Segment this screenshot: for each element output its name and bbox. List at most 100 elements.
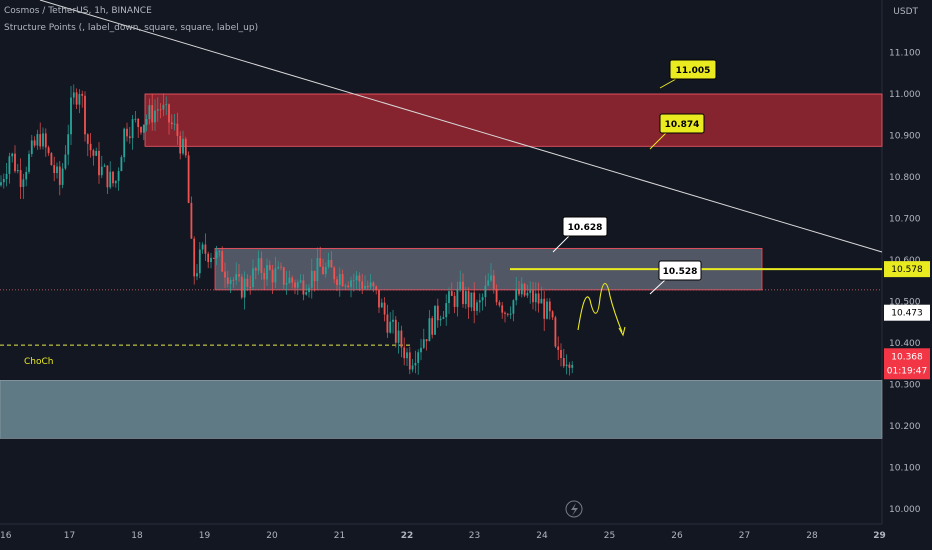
candle-body	[28, 154, 30, 172]
candle-body	[305, 292, 308, 295]
y-tick-label: 10.100	[889, 464, 921, 474]
candle-body	[266, 265, 268, 280]
candle-body	[526, 292, 529, 296]
candle-body	[557, 346, 560, 350]
candle-body	[142, 124, 145, 133]
candle-body	[529, 290, 532, 293]
candle-body	[310, 270, 313, 288]
current-price-text: 10.368	[891, 352, 923, 362]
candle-body	[252, 268, 254, 287]
indicator-title: Structure Points (, label_down, square, …	[4, 23, 259, 33]
candle-body	[414, 362, 417, 366]
candle-body	[420, 347, 422, 353]
candle-body	[109, 171, 112, 188]
candle-body	[19, 170, 22, 187]
candle-body	[81, 94, 84, 96]
candle-body	[520, 283, 523, 295]
candle-body	[33, 140, 36, 146]
candle-body	[131, 119, 134, 139]
candle-body	[58, 166, 61, 185]
candle-body	[347, 285, 350, 288]
candle-body	[64, 154, 67, 169]
candle-body	[296, 282, 299, 288]
candle-body	[106, 165, 109, 188]
candle-body	[70, 97, 72, 135]
candle-body	[176, 123, 179, 136]
x-tick-label: 27	[739, 531, 750, 541]
candle-body	[358, 275, 361, 282]
candle-body	[355, 275, 358, 281]
candle-body	[571, 364, 574, 368]
price-label-box	[884, 304, 930, 321]
x-tick-label: 18	[131, 531, 143, 541]
candle-body	[397, 330, 400, 343]
candle-body	[554, 317, 557, 347]
candle-body	[484, 285, 487, 298]
candle-body	[117, 171, 120, 181]
candle-body	[128, 136, 131, 139]
candle-body	[257, 258, 260, 271]
callout-label: 10.874	[665, 120, 700, 130]
y-tick-label: 10.000	[889, 505, 921, 515]
candle-body	[260, 258, 263, 273]
callout-box	[562, 216, 608, 237]
y-tick-label: 10.600	[889, 256, 921, 266]
candle-body	[84, 95, 86, 135]
callout-pointer	[649, 132, 667, 150]
candle-body	[92, 150, 95, 156]
candle-body	[462, 281, 464, 305]
candle-body	[25, 171, 28, 180]
candle-body	[14, 153, 16, 172]
candle-body	[291, 277, 294, 283]
candle-body	[226, 277, 229, 284]
candle-body	[403, 347, 406, 359]
candle-body	[313, 270, 316, 282]
choch-label: ChoCh	[24, 357, 53, 367]
candle-body	[8, 156, 11, 174]
candle-body	[562, 358, 565, 367]
y-tick-label: 10.400	[889, 339, 921, 349]
candle-body	[389, 321, 392, 333]
candle-body	[30, 140, 33, 155]
candle-body	[162, 104, 165, 110]
candle-body	[207, 253, 210, 263]
price-label-text: 10.473	[891, 309, 923, 319]
candle-body	[467, 291, 470, 308]
candle-body	[190, 202, 193, 239]
candles	[0, 84, 574, 376]
candle-body	[39, 134, 42, 147]
callout-label: 10.628	[568, 223, 603, 233]
candle-body	[565, 364, 568, 367]
price-label-box	[884, 261, 930, 278]
candle-body	[481, 297, 484, 301]
candle-body	[294, 282, 296, 288]
candle-body	[338, 274, 341, 285]
candle-body	[134, 118, 137, 120]
candle-body	[324, 266, 327, 275]
candle-body	[288, 277, 291, 284]
candle-body	[196, 273, 198, 277]
candle-body	[428, 318, 431, 342]
y-tick-label: 10.200	[889, 422, 921, 432]
candle-body	[302, 280, 305, 295]
candle-body	[240, 276, 243, 298]
candle-body	[392, 319, 394, 322]
candle-body	[98, 150, 100, 176]
candle-body	[61, 168, 64, 185]
candle-body	[44, 133, 47, 148]
candle-body	[299, 280, 302, 283]
candle-body	[532, 290, 534, 303]
candle-body	[487, 280, 490, 286]
candle-body	[173, 123, 176, 125]
x-tick-label: 26	[671, 531, 683, 541]
candle-body	[224, 271, 226, 278]
candle-body	[56, 166, 58, 174]
candle-body	[380, 302, 383, 308]
demand-zone	[0, 380, 883, 439]
candle-body	[453, 295, 456, 307]
candle-body	[372, 282, 375, 287]
candle-body	[523, 283, 526, 296]
candle-body	[268, 265, 271, 270]
